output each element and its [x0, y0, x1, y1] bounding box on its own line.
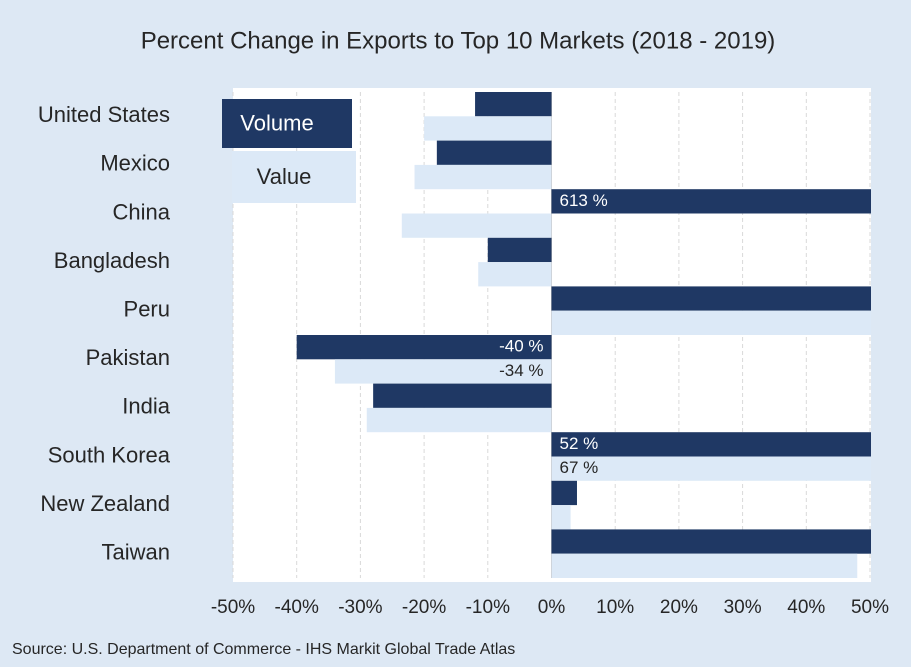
- data-label: -40 %: [499, 337, 543, 356]
- legend-label: Value: [257, 164, 312, 189]
- data-label: 52 %: [560, 434, 599, 453]
- x-tick-label: 50%: [851, 597, 889, 618]
- legend-swatch: [232, 151, 356, 203]
- source-note: Source: U.S. Department of Commerce - IH…: [12, 641, 515, 658]
- bar: [366, 407, 552, 433]
- x-tick-label: 40%: [787, 597, 825, 618]
- bar: [475, 92, 552, 117]
- y-tick-label: New Zealand: [40, 491, 170, 516]
- x-tick-label: -30%: [338, 597, 382, 618]
- bar: [436, 140, 552, 165]
- y-tick-label: Bangladesh: [54, 248, 170, 273]
- x-tick-label: 30%: [724, 597, 762, 618]
- x-tick-label: 10%: [596, 597, 634, 618]
- y-tick-label: United States: [38, 102, 170, 127]
- bar: [551, 189, 871, 214]
- bar: [296, 335, 552, 360]
- y-tick-label: Pakistan: [86, 345, 170, 370]
- y-tick-label: Mexico: [100, 151, 170, 176]
- x-tick-label: -40%: [275, 597, 319, 618]
- bar: [551, 553, 858, 578]
- bar: [478, 262, 552, 287]
- y-tick-label: China: [113, 199, 171, 224]
- bar: [551, 432, 871, 457]
- x-tick-label: -10%: [466, 597, 510, 618]
- y-tick-label: Peru: [124, 297, 170, 322]
- x-tick-label: -50%: [211, 597, 255, 618]
- bar: [551, 505, 571, 530]
- bar: [551, 529, 871, 554]
- data-label: 67 %: [560, 458, 599, 477]
- bar: [551, 480, 577, 506]
- bar: [551, 310, 871, 335]
- x-tick-label: -20%: [402, 597, 446, 618]
- bar: [551, 456, 871, 481]
- bar: [373, 383, 552, 408]
- bar: [401, 213, 552, 238]
- x-tick-label: 20%: [660, 597, 698, 618]
- bar: [551, 286, 871, 311]
- y-tick-label: Taiwan: [102, 540, 170, 565]
- chart-title: Percent Change in Exports to Top 10 Mark…: [141, 27, 776, 54]
- bar: [424, 116, 552, 141]
- data-label: 613 %: [560, 191, 608, 210]
- y-tick-label: India: [122, 394, 170, 419]
- x-tick-label: 0%: [538, 597, 566, 618]
- bar: [414, 164, 552, 190]
- y-tick-label: South Korea: [48, 442, 171, 467]
- data-label: -34 %: [499, 361, 543, 380]
- bar: [334, 359, 552, 384]
- legend-swatch: [222, 99, 352, 148]
- legend-label: Volume: [240, 110, 313, 135]
- bar: [487, 237, 552, 263]
